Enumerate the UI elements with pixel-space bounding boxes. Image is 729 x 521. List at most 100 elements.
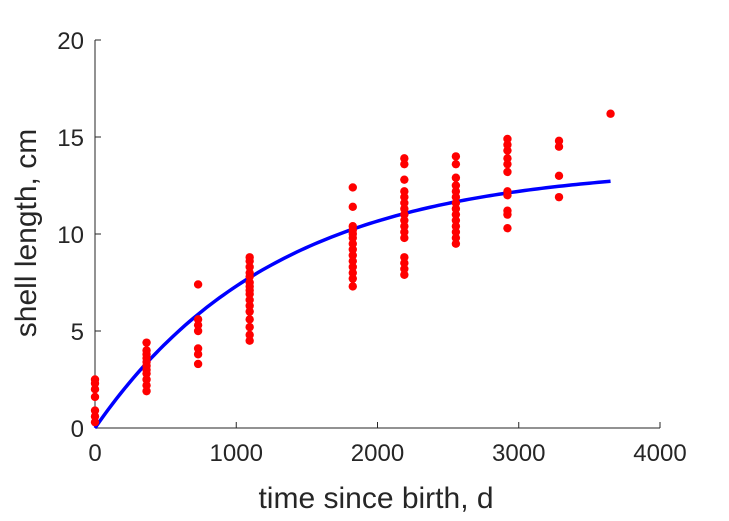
x-tick-label: 2000	[351, 440, 404, 467]
x-tick-label: 1000	[210, 440, 263, 467]
data-point	[554, 136, 564, 146]
ticks: 0 1000 2000 3000 4000 0 5 10 15 20	[57, 28, 686, 467]
data-point	[451, 159, 461, 169]
data-point	[348, 256, 357, 266]
data-point	[348, 268, 357, 277]
data-point	[606, 109, 615, 118]
data-point	[400, 233, 409, 243]
data-point	[348, 239, 357, 248]
data-point	[451, 239, 461, 248]
data-point	[503, 187, 512, 196]
data-point	[451, 204, 461, 213]
data-point	[503, 167, 512, 177]
data-point	[90, 392, 100, 402]
x-tick-label: 3000	[492, 440, 545, 467]
data-point	[400, 159, 409, 169]
data-point	[245, 262, 254, 272]
data-point	[245, 253, 254, 262]
data-point	[400, 216, 409, 225]
data-point	[348, 274, 357, 283]
data-point	[451, 233, 461, 243]
data-point	[400, 198, 409, 208]
data-point	[193, 359, 203, 369]
data-point	[400, 222, 409, 231]
data-point	[503, 206, 512, 215]
data-point	[193, 344, 203, 353]
y-axis-label: shell length, cm	[10, 129, 43, 337]
data-point	[348, 245, 357, 254]
x-tick-label: 4000	[633, 440, 686, 467]
y-tick-label: 20	[57, 28, 84, 55]
data-point	[193, 350, 203, 359]
data-point	[193, 320, 203, 330]
data-point	[503, 159, 512, 169]
data-point	[193, 315, 203, 324]
data-point	[554, 171, 564, 180]
data-point	[451, 181, 461, 190]
data-point	[554, 142, 564, 151]
data-point	[245, 278, 254, 287]
data-point	[348, 222, 357, 231]
data-point	[90, 406, 100, 415]
data-point	[400, 264, 409, 274]
data-point	[245, 295, 254, 305]
fit-curve	[93, 179, 611, 430]
data-point	[348, 262, 357, 272]
data-point	[348, 202, 357, 212]
data-point	[142, 381, 151, 390]
data-point	[348, 183, 357, 192]
data-point	[451, 152, 461, 161]
data-point	[400, 192, 409, 202]
data-point	[90, 417, 100, 427]
data-point	[400, 270, 409, 279]
data-point	[451, 216, 461, 225]
data-point	[245, 315, 254, 324]
data-point	[142, 346, 151, 355]
data-point	[451, 198, 461, 208]
data-point	[503, 140, 512, 149]
data-point	[451, 210, 461, 219]
data-point	[348, 251, 357, 260]
data-point	[400, 227, 409, 237]
y-tick-label: 10	[57, 222, 84, 249]
data-point	[400, 210, 409, 219]
data-point	[400, 187, 409, 196]
data-point	[90, 412, 100, 421]
data-point	[193, 326, 203, 336]
x-tick-label: 0	[88, 440, 101, 467]
y-tick-label: 5	[71, 319, 84, 346]
data-point	[245, 330, 254, 340]
data-point	[90, 375, 100, 384]
data-point	[245, 301, 254, 310]
data-point	[245, 336, 254, 345]
data-point	[451, 227, 461, 237]
data-point	[451, 187, 461, 196]
data-point	[503, 223, 512, 233]
data-point	[503, 146, 512, 155]
data-point	[451, 173, 461, 182]
data-point	[400, 253, 409, 262]
data-point	[142, 375, 151, 384]
x-axis-label: time since birth, d	[258, 482, 493, 515]
data-points-layer	[90, 109, 615, 427]
data-point	[90, 385, 100, 394]
data-point	[400, 154, 409, 163]
data-point	[451, 192, 461, 202]
y-tick-label: 0	[71, 416, 84, 443]
data-point	[193, 280, 203, 289]
y-tick-label: 15	[57, 125, 84, 152]
data-point	[503, 134, 512, 144]
data-point	[245, 307, 254, 316]
data-point	[400, 204, 409, 213]
axes	[94, 40, 660, 429]
data-point	[400, 258, 409, 268]
data-point	[142, 386, 151, 396]
data-point	[503, 154, 512, 163]
data-point	[400, 175, 409, 184]
data-point	[554, 192, 564, 202]
data-point	[348, 282, 357, 291]
data-point	[245, 322, 254, 332]
fit-curve-layer	[93, 179, 611, 430]
